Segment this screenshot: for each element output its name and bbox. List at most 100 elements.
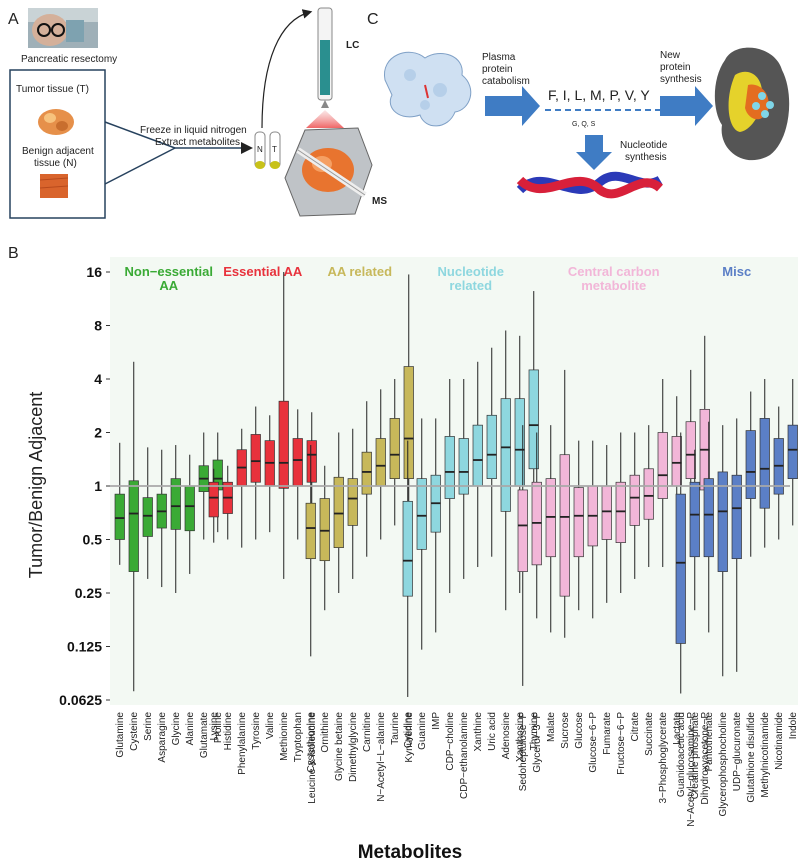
panel-a: A Pancreatic resectomy Tumor tissue (T) … <box>8 7 387 219</box>
box <box>559 454 570 597</box>
metabolite-label: Guanidoacetic acid <box>676 712 687 797</box>
arrow1-text-line2: protein <box>482 64 513 75</box>
metabolite-label: Proline <box>213 712 224 744</box>
box <box>759 418 770 509</box>
surgeon-photo <box>28 8 98 48</box>
y-tick-label: 1 <box>94 478 102 494</box>
panel-c-letter: C <box>367 11 379 28</box>
metabolite-label: Succinate <box>644 712 655 756</box>
metabolite-label: Malate <box>546 712 557 742</box>
metabolite-label: CDP−choline <box>445 712 456 771</box>
metabolite-label: Methionine <box>279 712 290 761</box>
tumor-tissue-image <box>38 109 74 135</box>
metabolite-label: Xanthosine <box>515 712 526 762</box>
arrow2-text-line3: synthesis <box>660 74 702 85</box>
tumor-tissue-label: Tumor tissue (T) <box>16 84 89 95</box>
box <box>573 487 584 558</box>
metabolite-label: Cystathionine <box>306 712 317 773</box>
box <box>444 436 455 499</box>
metabolite-label: Glutamine <box>115 712 126 758</box>
box <box>517 489 528 572</box>
arrow1-text-line3: catabolism <box>482 76 530 87</box>
new-protein-structure <box>714 47 790 161</box>
arrow2-text-line2: protein <box>660 62 691 73</box>
box <box>675 493 686 644</box>
box <box>458 438 469 495</box>
metabolite-label: Glucose−6−P <box>588 712 599 773</box>
box <box>142 497 153 537</box>
metabolite-label: Adenosine <box>501 712 512 760</box>
metabolite-label: Leucine & isoleucine <box>307 712 318 804</box>
box <box>250 434 261 483</box>
box <box>278 400 289 489</box>
metabolite-label: Lactate <box>672 712 683 745</box>
group-title: AA <box>159 278 178 293</box>
process-step-1: Freeze in liquid nitrogen <box>140 125 247 136</box>
y-tick-label: 8 <box>94 318 102 334</box>
metabolite-label: Uric acid <box>487 712 498 751</box>
box <box>671 436 682 487</box>
metabolite-label: Cytidine <box>403 712 414 749</box>
box <box>319 498 330 562</box>
metabolite-label: Citrate <box>630 712 641 742</box>
metabolite-label: Lysine <box>209 712 220 741</box>
metabolite-label: Glycine betaine <box>334 712 345 781</box>
box <box>601 485 612 540</box>
box <box>657 432 668 499</box>
metabolite-label: 3−Phosphoglycerate <box>658 712 669 804</box>
process-step-2: Extract metabolites <box>155 137 240 148</box>
box <box>208 481 219 518</box>
metabolite-label: Glucose <box>574 712 585 749</box>
box <box>528 369 539 470</box>
box <box>170 478 181 530</box>
box <box>114 493 125 540</box>
group-title: Nucleotide <box>438 264 504 279</box>
box <box>486 414 497 479</box>
box <box>615 481 626 544</box>
ms-instrument <box>284 127 373 217</box>
group-title: metabolite <box>581 278 646 293</box>
metabolite-label: Histidine <box>223 712 234 751</box>
box <box>347 478 358 526</box>
box <box>416 478 427 550</box>
to-lc-arrow <box>261 9 313 129</box>
metabolite-label: Valine <box>265 712 276 739</box>
arrow1-text-line1: Plasma <box>482 52 516 63</box>
amino-acid-small-list: G, Q, S <box>572 121 596 128</box>
box <box>717 471 728 572</box>
y-tick-label: 4 <box>94 371 102 387</box>
group-title: AA related <box>327 264 392 279</box>
metabolite-label: Xanthine <box>473 712 484 752</box>
box <box>703 478 714 558</box>
box <box>689 481 700 558</box>
box <box>403 366 414 479</box>
metabolite-label: IMP <box>431 712 442 730</box>
box <box>292 438 303 487</box>
box <box>787 424 798 479</box>
plasma-protein-structure <box>384 51 472 127</box>
dna-helix <box>516 171 664 199</box>
metabolite-label: Pantothenate <box>704 712 715 772</box>
group-title: Misc <box>722 264 751 279</box>
y-tick-label: 2 <box>94 425 102 441</box>
nucleotide-text-line2: synthesis <box>625 152 667 163</box>
metabolite-label: Glycerol−3−P <box>532 712 543 773</box>
metabolite-label: Carnitine <box>362 712 373 752</box>
metabolite-label: Creatine phosphate <box>690 712 701 800</box>
benign-label-line1: Benign adjacent <box>22 146 94 157</box>
metabolite-label: Fructose−6−P <box>616 712 627 775</box>
metabolite-label: Glycerophosphocholine <box>718 712 729 817</box>
y-tick-label: 0.5 <box>83 532 103 548</box>
box <box>629 474 640 526</box>
lc-label: LC <box>346 40 359 51</box>
metabolite-label: Dimethylglycine <box>348 712 359 782</box>
group-title: Non−essential <box>124 264 213 279</box>
metabolite-label: CDP−ethanolamine <box>459 712 470 799</box>
box <box>685 421 696 479</box>
box <box>333 476 344 548</box>
metabolite-label: Taurine <box>390 712 401 745</box>
metabolite-label: Guanine <box>417 712 428 750</box>
x-axis-label: Metabolites <box>358 842 463 863</box>
panel-a-letter: A <box>8 11 19 28</box>
metabolite-label: Glycine <box>171 712 182 746</box>
